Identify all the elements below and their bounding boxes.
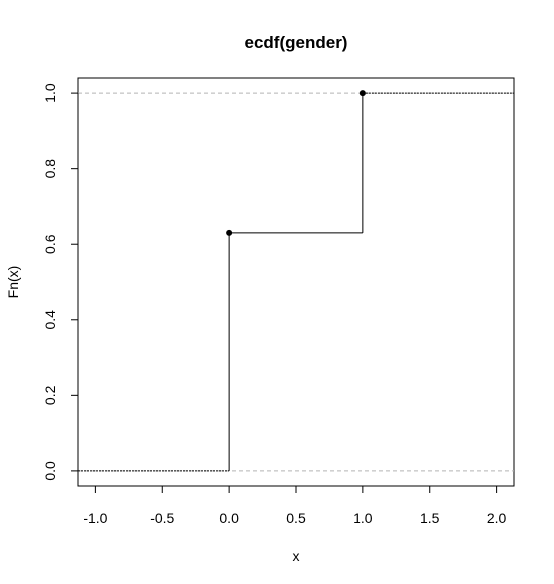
x-tick-label-5: 1.5 xyxy=(420,510,440,526)
y-axis-label: Fn(x) xyxy=(5,266,21,299)
x-tick-label-0: -1.0 xyxy=(83,510,107,526)
x-tick-label-2: 0.0 xyxy=(219,510,239,526)
ecdf-point-1 xyxy=(359,90,366,97)
ecdf-series xyxy=(78,90,514,472)
x-tick-label-4: 1.0 xyxy=(353,510,373,526)
y-axis: 0.0 0.2 0.4 0.6 0.8 1.0 xyxy=(42,83,79,481)
y-tick-label-5: 1.0 xyxy=(42,83,58,103)
x-axis-label: x xyxy=(293,548,300,564)
y-tick-label-0: 0.0 xyxy=(42,461,58,481)
y-tick-label-1: 0.2 xyxy=(42,385,58,405)
plot-frame xyxy=(77,77,515,487)
chart-title: ecdf(gender) xyxy=(245,33,348,52)
x-axis: -1.0 -0.5 0.0 0.5 1.0 1.5 2.0 xyxy=(83,485,507,526)
ecdf-point-0 xyxy=(226,229,233,236)
y-tick-label-2: 0.4 xyxy=(42,310,58,330)
y-tick-label-3: 0.6 xyxy=(42,234,58,254)
x-tick-label-1: -0.5 xyxy=(150,510,174,526)
y-tick-label-4: 0.8 xyxy=(42,159,58,179)
x-tick-label-6: 2.0 xyxy=(487,510,507,526)
reference-lines xyxy=(78,92,514,472)
x-tick-label-3: 0.5 xyxy=(286,510,306,526)
